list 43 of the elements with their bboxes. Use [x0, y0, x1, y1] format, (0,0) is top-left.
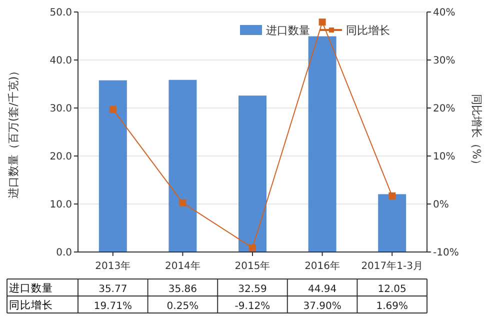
data-label: 12.05 [378, 284, 406, 295]
y2-axis-title: 同比增长（%） [470, 94, 483, 170]
text: 同比增长 [9, 300, 53, 312]
y-tick-label: 20.0 [50, 152, 72, 162]
data-label: 35.86 [168, 284, 198, 295]
data-label: 44.94 [308, 284, 337, 295]
bar [308, 36, 336, 252]
y-tick-label: 50.0 [50, 8, 72, 18]
y2-tick-label: 30% [433, 56, 456, 66]
bar [238, 96, 266, 252]
x-tick-label: 2016年 [304, 260, 340, 272]
y2-tick-label: -10% [433, 248, 459, 258]
data-label: 32.59 [238, 284, 267, 295]
x-tick-label: 2017年1-3月 [361, 260, 423, 272]
legend-label: 进口数量 [266, 24, 310, 37]
y-tick-label: 40.0 [50, 56, 72, 66]
bar [98, 80, 127, 252]
point [388, 192, 396, 200]
text: 进口数量 [9, 282, 53, 294]
data-label: -9.12% [234, 301, 270, 312]
point [109, 106, 116, 113]
data-label: 19.71% [94, 301, 132, 312]
legend-label: 同比增长 [346, 24, 390, 37]
x-tick-label: 2015年 [234, 260, 270, 272]
y2-tick-label: 40% [433, 8, 456, 18]
y2-tick-label: 0% [433, 200, 449, 210]
bar [378, 194, 406, 252]
y2-tick-label: 20% [433, 104, 456, 114]
y-tick-label: 0.0 [56, 248, 72, 258]
y-axis-title: 进口数量（百万(套/千克)） [7, 65, 20, 199]
data-label: 35.77 [98, 284, 128, 295]
point [249, 244, 256, 252]
point [179, 199, 186, 206]
x-tick-label: 2013年 [95, 260, 131, 272]
y-tick-label: 10.0 [50, 200, 72, 210]
x-tick-label: 2014年 [164, 260, 200, 272]
data-label: 1.69% [376, 301, 408, 312]
data-label: 0.25% [166, 301, 199, 312]
data-label: 37.90% [303, 301, 342, 312]
point [318, 18, 326, 26]
y2-tick-label: 10% [433, 152, 456, 162]
bar [168, 80, 197, 252]
y-tick-label: 30.0 [50, 104, 72, 114]
